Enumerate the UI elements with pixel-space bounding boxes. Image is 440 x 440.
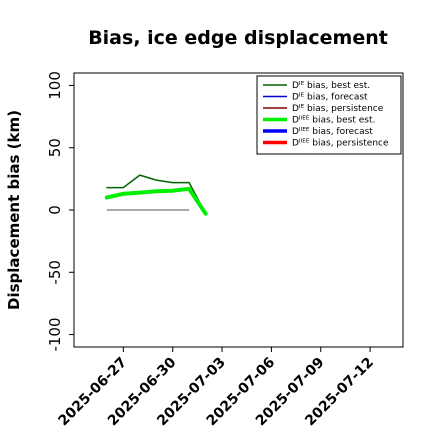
legend-label-diiee_persist: Dᴵᴵᴱᴱ bias, persistence (292, 139, 389, 149)
y-tick-label: 100 (46, 71, 64, 100)
legend-label-diiee_best: Dᴵᴵᴱᴱ bias, best est. (292, 116, 375, 126)
chart-title: Bias, ice edge displacement (88, 27, 388, 49)
y-axis-label: Displacement bias (km) (5, 110, 23, 310)
y-tick-label: 0 (46, 205, 64, 215)
legend: Dᴵᴱ bias, best est. Dᴵᴱ bias, forecastDᴵᴱ… (256, 75, 402, 155)
legend-label-die_best: Dᴵᴱ bias, best est. (292, 81, 370, 91)
legend-label-die_forecast: Dᴵᴱ bias, forecast (292, 93, 368, 103)
y-tick-label: -100 (46, 318, 64, 352)
legend-label-diiee_forecast: Dᴵᴵᴱᴱ bias, forecast (292, 127, 373, 137)
y-tick-label: 50 (46, 138, 64, 157)
legend-label-die_persist: Dᴵᴱ bias, persistence (292, 104, 384, 114)
series-line-die_best (106, 174, 207, 215)
series-line-diiee_best (104, 186, 208, 216)
y-tick-label: -50 (46, 260, 64, 285)
plot-area (104, 174, 208, 216)
